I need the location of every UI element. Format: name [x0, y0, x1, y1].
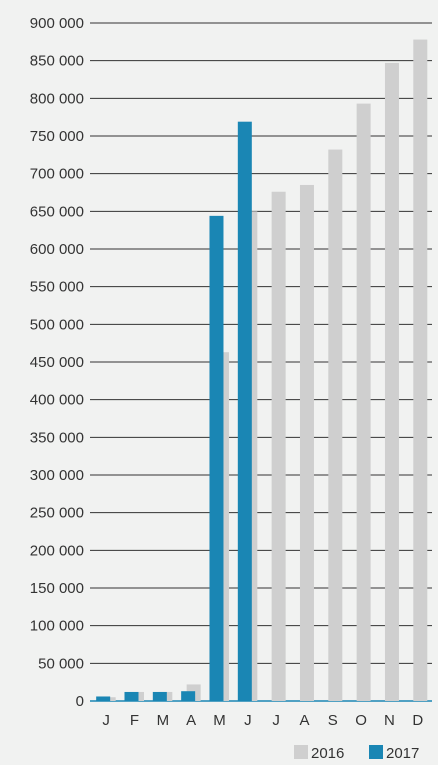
y-tick-label: 700 000	[30, 166, 84, 183]
y-tick-label: 550 000	[30, 279, 84, 296]
x-category-label: A	[186, 712, 196, 729]
bar-2016	[413, 39, 428, 701]
legend-label-2016: 2016	[311, 745, 344, 762]
legend: 2016 2017	[294, 745, 419, 762]
x-category-label: M	[213, 712, 226, 729]
y-tick-label: 50 000	[38, 655, 84, 672]
bar-2016	[356, 103, 371, 701]
legend-swatch-2017	[369, 745, 383, 759]
bar-2017	[152, 691, 167, 701]
legend-label-2017: 2017	[386, 745, 419, 762]
x-category-label: O	[355, 712, 367, 729]
y-tick-label: 450 000	[30, 354, 84, 371]
bar-2017	[96, 696, 111, 701]
bar-2016	[384, 62, 399, 702]
y-tick-label: 750 000	[30, 128, 84, 145]
y-tick-label: 200 000	[30, 542, 84, 559]
y-tick-label: 350 000	[30, 429, 84, 446]
y-tick-label: 150 000	[30, 580, 84, 597]
bar-2017	[181, 691, 196, 701]
x-category-label: D	[412, 712, 423, 729]
y-tick-label: 400 000	[30, 392, 84, 409]
y-tick-label: 650 000	[30, 203, 84, 220]
y-tick-label: 300 000	[30, 467, 84, 484]
x-category-label: J	[272, 712, 280, 729]
gridlines	[90, 22, 432, 702]
y-tick-label: 250 000	[30, 505, 84, 522]
y-tick-label: 800 000	[30, 90, 84, 107]
y-tick-label: 500 000	[30, 316, 84, 333]
y-tick-label: 100 000	[30, 618, 84, 635]
x-category-label: F	[130, 712, 139, 729]
legend-swatch-2016	[294, 745, 308, 759]
x-category-label: J	[244, 712, 252, 729]
y-axis-tick-labels: 0 50 000 100 000 150 000 200 000 250 000 300 0…	[30, 15, 84, 710]
x-category-label: A	[299, 712, 309, 729]
bars	[96, 39, 428, 702]
x-category-label: N	[384, 712, 395, 729]
bar-2016	[299, 184, 314, 701]
y-tick-label: 0	[76, 693, 84, 710]
bar-2016	[328, 149, 343, 701]
bar-2017	[237, 121, 252, 702]
x-category-label: S	[328, 712, 338, 729]
bar-2016	[271, 191, 286, 701]
x-category-label: J	[102, 712, 110, 729]
bar-2017	[209, 215, 224, 701]
bar-2017	[124, 691, 139, 701]
y-tick-label: 900 000	[30, 15, 84, 32]
y-tick-label: 850 000	[30, 53, 84, 70]
x-category-label: M	[157, 712, 170, 729]
y-tick-label: 600 000	[30, 241, 84, 258]
